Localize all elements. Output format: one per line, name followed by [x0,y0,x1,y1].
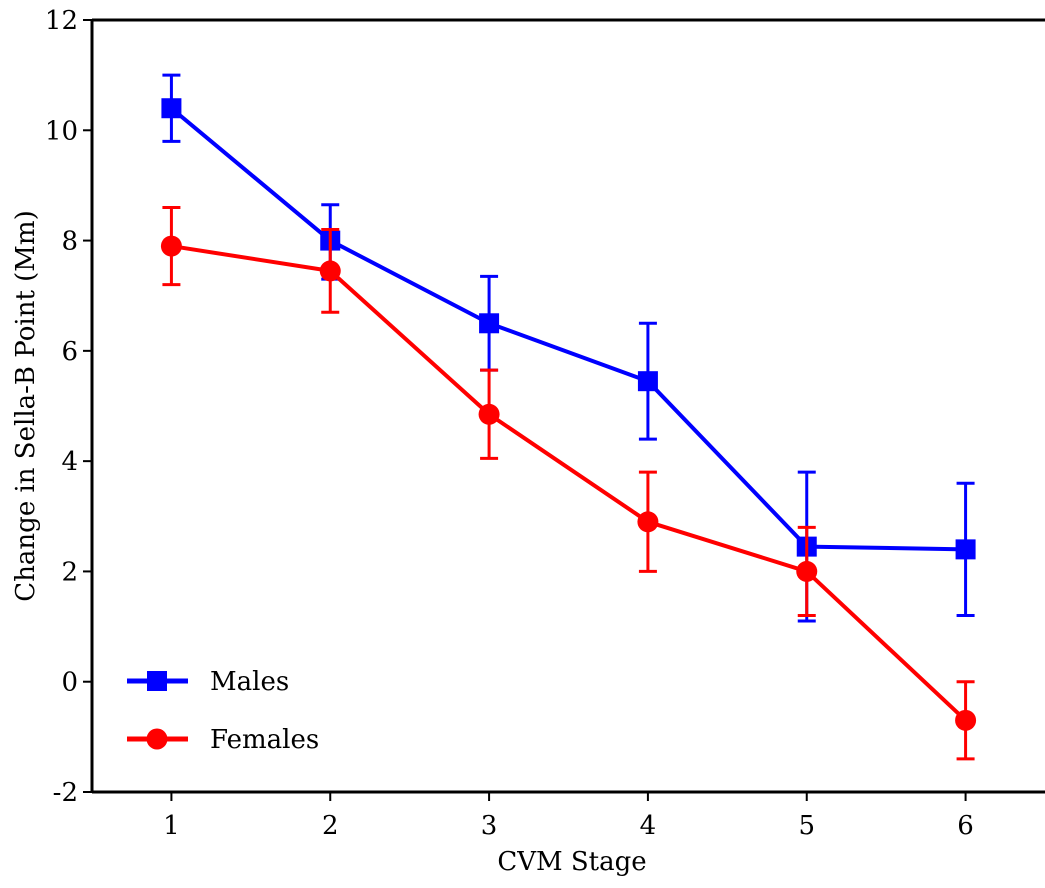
males-point [955,539,976,560]
x-axis-title: CVM Stage [497,847,646,877]
x-tick-label: 1 [163,811,180,841]
series-females [160,205,977,761]
females-point [955,709,977,731]
females-point [796,560,818,582]
legend: Males Females [127,667,319,755]
females-point [637,511,659,533]
x-tick-label: 3 [481,811,498,841]
y-tick-label: 6 [61,337,78,367]
x-tick-label: 5 [798,811,815,841]
legend-marker-males [147,671,167,691]
y-tick-label: 0 [61,668,78,698]
males-point [479,313,500,334]
males-point [161,98,182,119]
females-point [160,235,182,257]
y-tick-label: -2 [53,778,78,808]
y-tick-label: 2 [61,557,78,587]
females-point [478,403,500,425]
series-males [161,73,976,623]
legend-label-males: Males [210,667,289,697]
y-axis-title: Change in Sella-B Point (Mm) [11,210,41,601]
y-axis: -2 0 2 4 6 8 10 12 [45,6,92,808]
males-line [170,106,966,552]
females-point [319,260,341,282]
y-tick-label: 12 [45,6,78,36]
x-tick-label: 6 [957,811,974,841]
males-point [637,371,658,392]
x-tick-label: 4 [640,811,657,841]
x-tick-label: 2 [322,811,339,841]
legend-item-males: Males [127,667,289,697]
legend-item-females: Females [127,725,319,755]
y-tick-label: 10 [45,116,78,146]
plot-frame [90,18,1045,794]
legend-label-females: Females [210,725,319,755]
females-line [171,244,967,722]
y-tick-label: 8 [61,227,78,257]
series-layer [160,73,977,761]
legend-marker-females [146,728,168,750]
x-axis: 1 2 3 4 5 6 [163,792,974,841]
y-tick-label: 4 [61,447,78,477]
